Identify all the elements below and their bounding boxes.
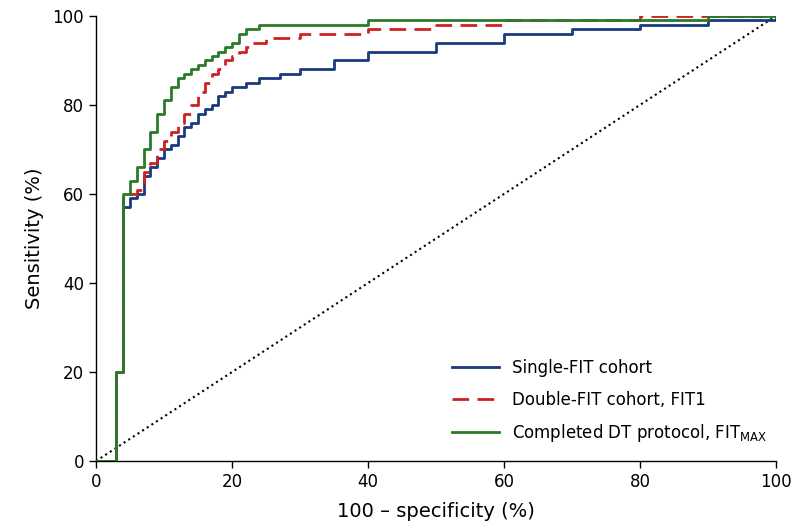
Legend: Single-FIT cohort, Double-FIT cohort, FIT1, Completed DT protocol, FIT$_{\mathrm: Single-FIT cohort, Double-FIT cohort, FI… (452, 359, 768, 444)
Y-axis label: Sensitivity (%): Sensitivity (%) (26, 168, 44, 309)
X-axis label: 100 – specificity (%): 100 – specificity (%) (337, 502, 535, 521)
